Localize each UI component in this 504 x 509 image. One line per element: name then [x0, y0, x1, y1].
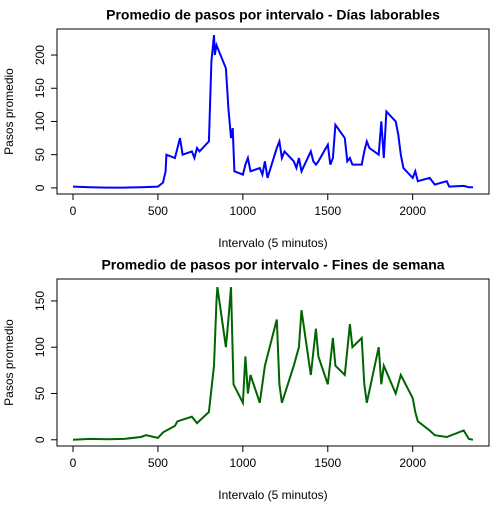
x-tick-label: 0: [70, 204, 77, 218]
y-tick-label: 150: [33, 78, 47, 98]
x-tick-label: 1000: [229, 456, 256, 470]
x-axis-label: Intervalo (5 minutos): [218, 488, 327, 502]
chart-title: Promedio de pasos por intervalo - Días l…: [106, 7, 440, 23]
y-tick-label: 50: [33, 148, 47, 162]
x-tick-label: 1500: [314, 204, 341, 218]
data-line: [72, 286, 474, 441]
plot-box: [56, 278, 490, 447]
y-tick-label: 50: [33, 387, 47, 401]
x-tick-label: 500: [148, 204, 168, 218]
y-tick-label: 150: [33, 291, 47, 311]
x-tick-label: 1500: [314, 456, 341, 470]
y-tick-label: 0: [33, 436, 47, 443]
y-axis-label: Pasos promedio: [2, 319, 16, 406]
chart-title: Promedio de pasos por intervalo - Fines …: [101, 257, 444, 273]
x-tick-label: 2000: [399, 204, 426, 218]
y-tick-label: 100: [33, 111, 47, 131]
x-tick-label: 0: [70, 456, 77, 470]
plot-box: [56, 28, 490, 195]
y-axis-label: Pasos promedio: [2, 68, 16, 155]
x-tick-label: 2000: [399, 456, 426, 470]
y-tick-label: 0: [33, 184, 47, 191]
x-tick-label: 1000: [229, 204, 256, 218]
y-tick-label: 100: [33, 337, 47, 357]
x-tick-label: 500: [148, 456, 168, 470]
data-line: [72, 35, 473, 189]
x-axis-label: Intervalo (5 minutos): [218, 236, 327, 250]
y-tick-label: 200: [33, 45, 47, 65]
